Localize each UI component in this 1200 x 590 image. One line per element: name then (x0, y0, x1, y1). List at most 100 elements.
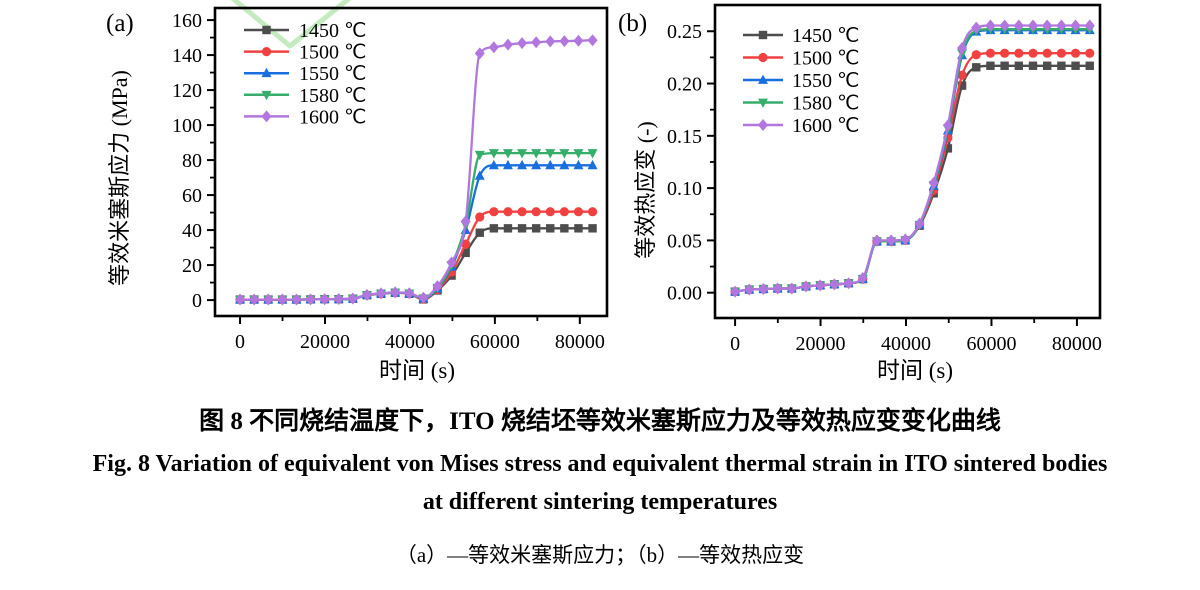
diamond-marker (900, 233, 911, 246)
circle-marker (1056, 48, 1066, 58)
square-marker (758, 30, 768, 40)
diamond-marker (390, 286, 401, 299)
circle-marker (559, 207, 569, 217)
caption-chinese: 图 8 不同烧结温度下，ITO 烧结坯等效米塞斯应力及等效热应变变化曲线 (199, 408, 1001, 435)
caption-english-line1: Fig. 8 Variation of equivalent von Mises… (92, 451, 1108, 477)
triangle-up-marker (517, 159, 528, 170)
legend-label: 1450 ℃ (792, 25, 859, 47)
y-tick-label: 0.10 (667, 178, 702, 200)
triangle-up-marker (261, 67, 272, 78)
legend-label: 1600 ℃ (299, 106, 366, 128)
square-marker (475, 228, 484, 237)
charts-canvas: 0 20000 40000 60000 80000 0 20 40 60 80 100 120 140 1… (172, 0, 1102, 355)
diamond-marker (758, 119, 768, 131)
diamond-marker (587, 34, 598, 47)
triangle-up-marker (488, 159, 499, 170)
y-tick-label: 40 (182, 220, 202, 242)
triangle-down-marker (559, 149, 570, 159)
square-marker (972, 63, 981, 72)
x-tick-label: 40000 (881, 333, 931, 355)
x-axis-title-a: 时间 (s) (378, 358, 456, 383)
diamond-marker (857, 272, 868, 285)
square-marker (546, 224, 555, 233)
caption-subpanels: （a）—等效米塞斯应力；（b）—等效热应变 (395, 543, 805, 567)
circle-marker (531, 207, 541, 217)
diamond-marker (573, 34, 584, 47)
diamond-marker (772, 282, 783, 295)
series-line (240, 227, 593, 301)
circle-marker (261, 47, 272, 57)
y-tick-label: 140 (172, 45, 202, 67)
diamond-marker (319, 293, 330, 306)
diamond-marker (815, 279, 826, 292)
diamond-marker (1027, 19, 1038, 32)
circle-marker (1070, 48, 1081, 58)
y-axis-title-a: 等效米塞斯应力 (MPa) (107, 70, 132, 286)
series-line (734, 64, 1090, 293)
x-tick-label: 80000 (1052, 333, 1102, 355)
circle-marker (475, 212, 485, 222)
y-tick-label: 0 (192, 290, 202, 312)
diamond-marker (261, 110, 272, 123)
diamond-marker (758, 283, 769, 296)
x-tick-label: 80000 (555, 331, 605, 353)
x-tick-label: 60000 (966, 333, 1016, 355)
caption-english-line2: at different sintering temperatures (422, 489, 778, 515)
triangle-up-marker (758, 74, 768, 84)
square-marker (943, 144, 953, 153)
circle-marker (1028, 48, 1038, 58)
diamond-marker (914, 217, 925, 230)
square-marker (517, 224, 527, 233)
triangle-up-marker (559, 159, 570, 170)
triangle-down-marker (758, 98, 768, 108)
y-tick-label: 0.15 (667, 126, 702, 148)
diamond-marker (432, 280, 443, 293)
diamond-marker (488, 41, 499, 54)
y-tick-label: 120 (172, 80, 202, 102)
diamond-marker (291, 293, 302, 306)
circle-marker (758, 52, 768, 63)
chart-panel-b: 0 20000 40000 60000 80000 0.00 0.05 0.10 0.15 0.2… (667, 3, 1102, 355)
diamond-marker (744, 283, 755, 296)
diamond-marker (418, 291, 429, 304)
x-tick-label: 0 (235, 331, 245, 353)
circle-marker (971, 50, 981, 60)
y-tick-label: 80 (182, 150, 202, 172)
square-marker (1042, 61, 1052, 70)
triangle-up-marker (587, 159, 598, 170)
circle-marker (587, 207, 598, 217)
square-marker (503, 224, 513, 233)
triangle-down-marker (587, 149, 598, 159)
x-axis-title-b: 时间 (s) (876, 358, 954, 383)
diamond-marker (786, 282, 797, 295)
diamond-marker (235, 293, 246, 306)
plot-frame (713, 3, 1102, 320)
y-tick-label: 60 (182, 185, 202, 207)
square-marker (1071, 61, 1080, 70)
square-marker (461, 248, 470, 258)
diamond-marker (559, 35, 570, 48)
circle-marker (1085, 48, 1095, 58)
triangle-up-marker (545, 159, 556, 170)
square-marker (588, 224, 597, 233)
series-1600℃ (235, 34, 598, 306)
legend-label: 1550 ℃ (792, 70, 859, 92)
circle-marker (503, 207, 513, 217)
y-tick-label: 0.00 (667, 283, 702, 305)
diamond-marker (305, 293, 316, 306)
square-marker (1028, 61, 1038, 70)
circle-marker (545, 207, 555, 217)
series-1500℃ (730, 48, 1095, 297)
square-marker (1000, 61, 1009, 70)
circle-marker (573, 207, 584, 217)
diamond-marker (871, 234, 882, 247)
circle-marker (461, 239, 471, 249)
diamond-marker (928, 176, 939, 189)
legend-label: 1450 ℃ (299, 20, 366, 42)
square-marker (1014, 61, 1024, 70)
diamond-marker (942, 119, 953, 132)
panel-label-a: (a) (106, 10, 134, 37)
legend-label: 1600 ℃ (792, 115, 859, 137)
series-1580℃ (235, 149, 598, 305)
triangle-up-marker (502, 159, 513, 170)
